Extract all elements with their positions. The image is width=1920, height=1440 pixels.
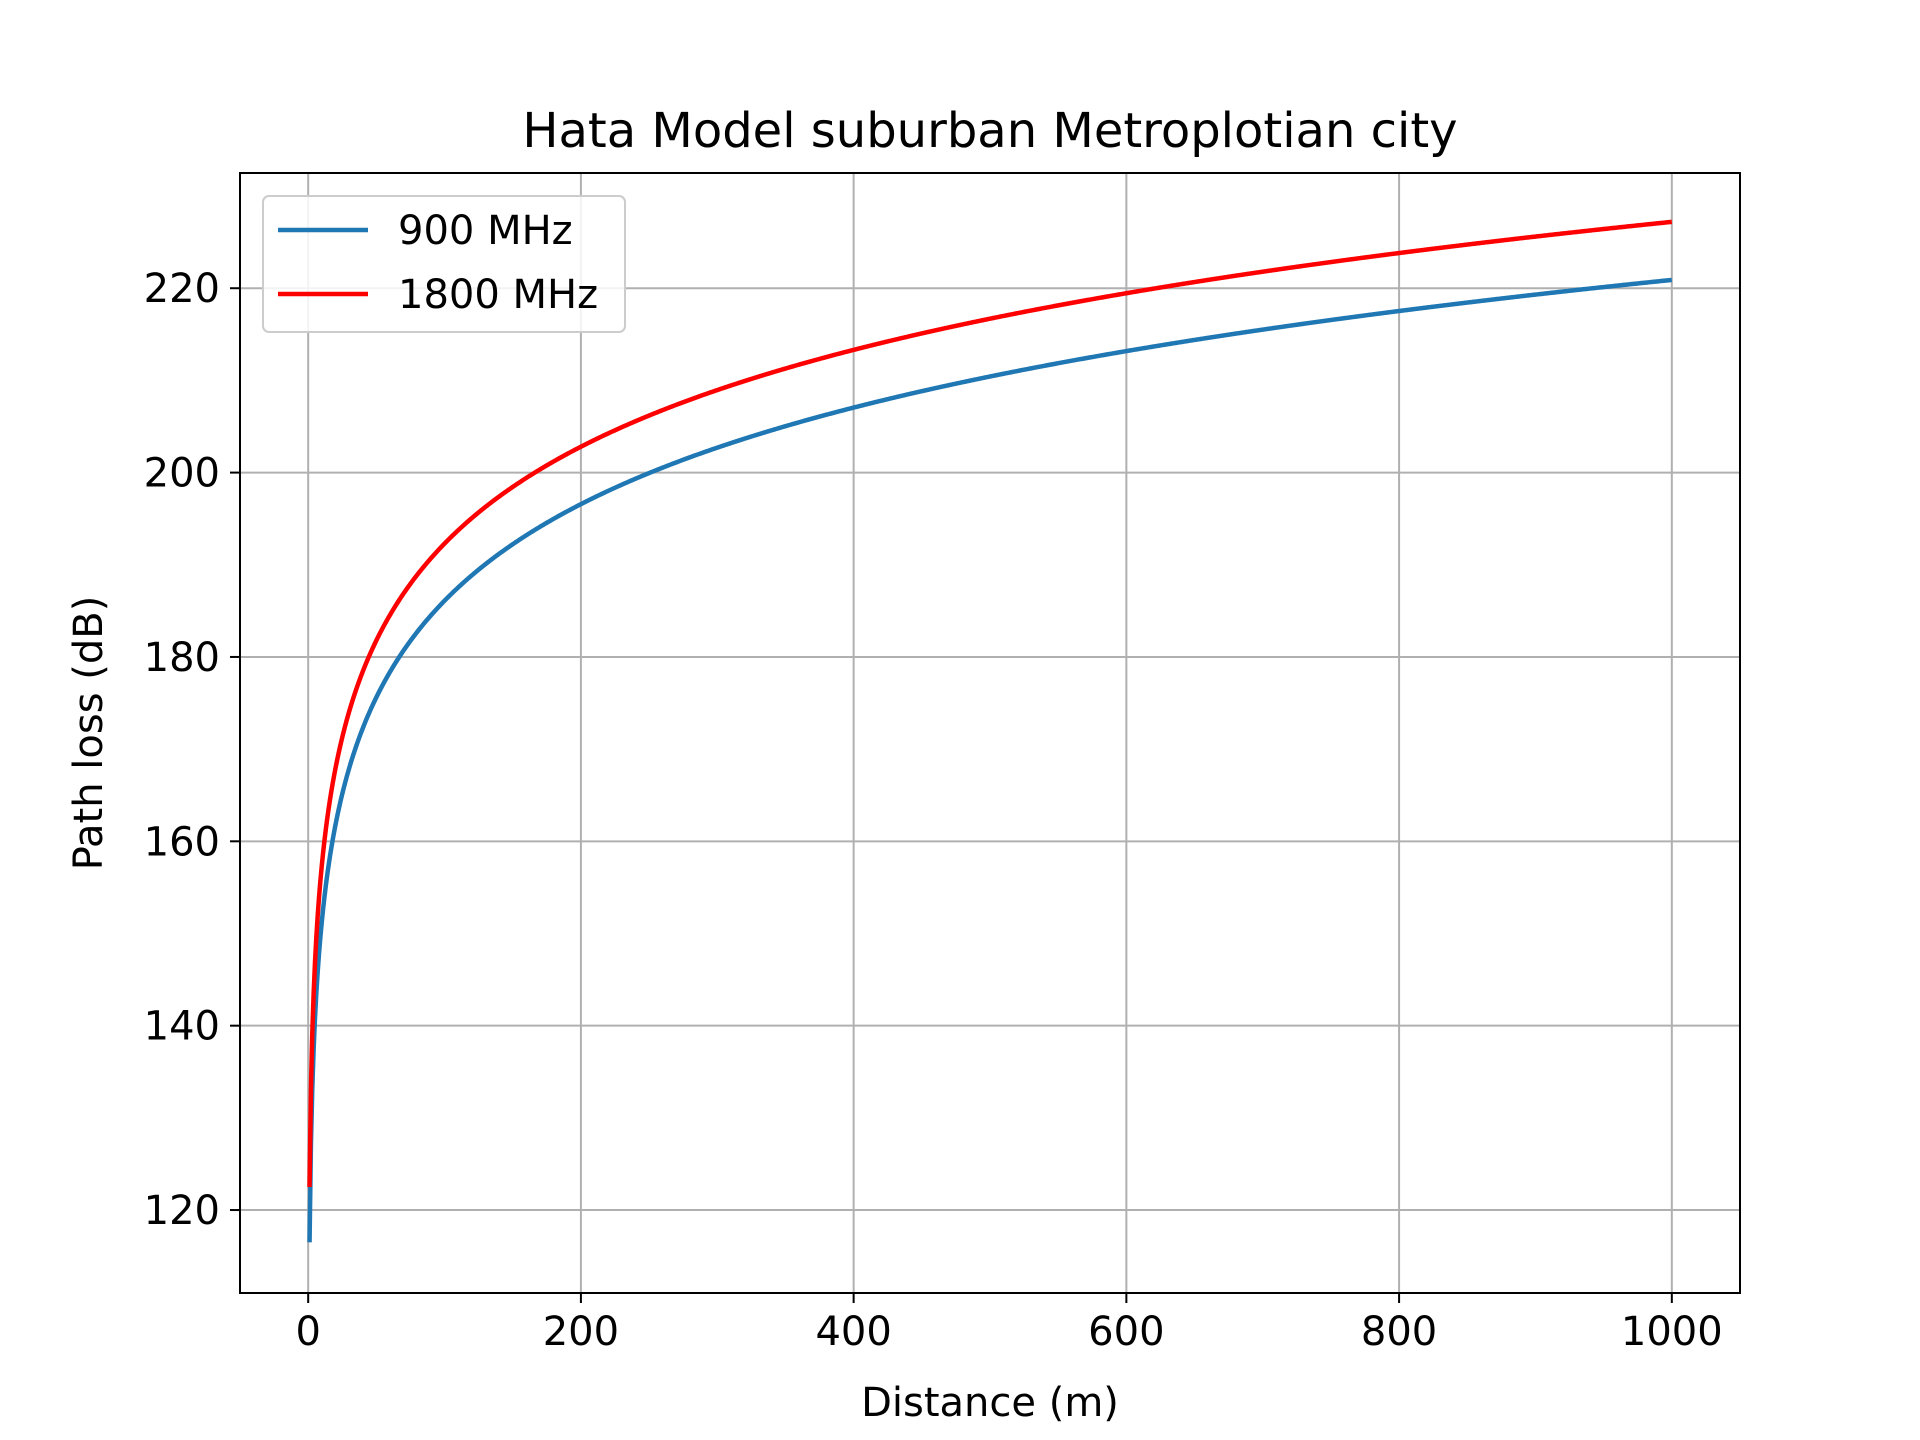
y-tick-label: 140 [144,1004,220,1050]
y-tick-label: 200 [144,451,220,497]
legend: 900 MHz 1800 MHz [262,195,626,333]
x-tick-label: 200 [543,1309,619,1355]
chart-title: Hata Model suburban Metroplotian city [522,103,1457,159]
x-axis-label: Distance (m) [861,1380,1119,1426]
series-line-1800mhz [307,219,1673,1188]
plot-area-frame [239,172,1741,1294]
series-group [307,219,1673,1243]
x-tick-label: 1000 [1621,1309,1723,1355]
series-line-900mhz [307,277,1673,1243]
legend-label-1800mhz: 1800 MHz [398,272,598,318]
axis-ticks: 0 200 400 600 800 1000 120 140 160 180 200 220 [144,266,1723,1355]
x-tick-label: 0 [295,1309,320,1355]
legend-label-900mhz: 900 MHz [398,208,573,254]
x-tick-label: 400 [815,1309,891,1355]
x-tick-label: 600 [1088,1309,1164,1355]
x-tick-label: 800 [1361,1309,1437,1355]
y-axis-label: Path loss (dB) [66,596,112,871]
y-tick-label: 180 [144,635,220,681]
y-tick-label: 220 [144,266,220,312]
y-tick-label: 160 [144,819,220,865]
grid [240,173,1740,1293]
y-tick-label: 120 [144,1188,220,1234]
